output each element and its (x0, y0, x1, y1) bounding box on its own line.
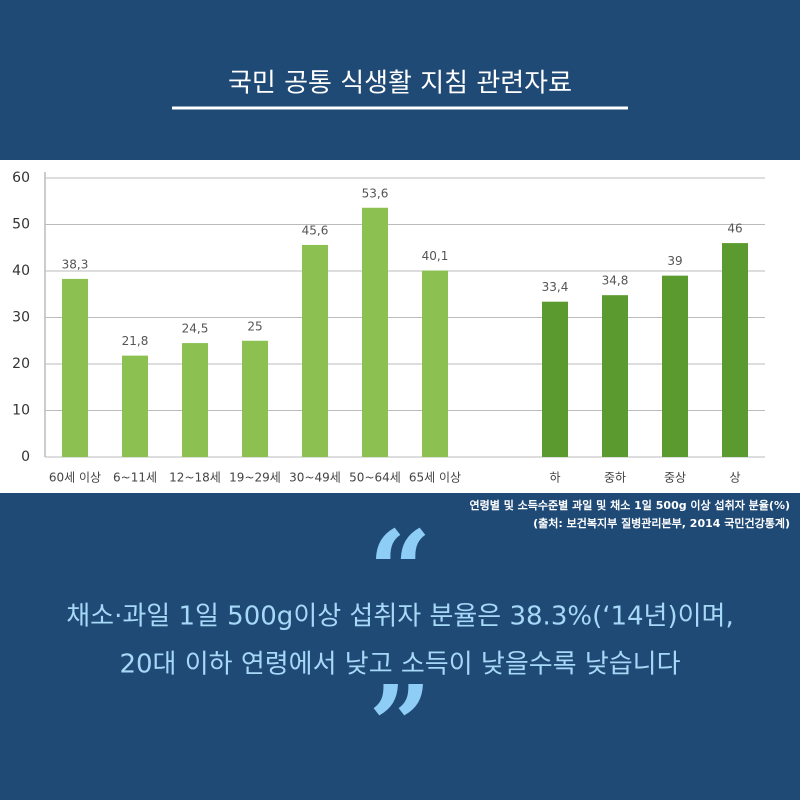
x-tick-label: 50~64세 (349, 471, 401, 485)
bar (122, 355, 148, 457)
quote-line: 20대 이하 연령에서 낮고 소득이 낮을수록 낮습니다 (119, 650, 680, 680)
x-tick-label: 19~29세 (229, 471, 281, 485)
value-label: 39 (667, 254, 682, 268)
bar (182, 343, 208, 457)
value-label: 24,5 (182, 322, 209, 336)
y-tick-label: 60 (12, 170, 30, 186)
value-label: 25 (247, 319, 262, 333)
value-label: 38,3 (62, 257, 89, 271)
quote-line: 채소·과일 1일 500g이상 섭취자 분율은 38.3%(‘14년)이며, (66, 602, 733, 632)
caption: 연령별 및 소득수준별 과일 및 채소 1일 500g 이상 섭취자 분율(%) (470, 498, 791, 512)
bar (362, 207, 388, 457)
title: 국민 공통 식생활 지침 관련자료 (228, 69, 572, 99)
bar (662, 275, 688, 457)
value-label: 40,1 (422, 249, 449, 263)
x-tick-label: 6~11세 (113, 471, 157, 485)
y-tick-label: 20 (12, 356, 30, 372)
x-tick-label: 중하 (604, 471, 626, 485)
x-tick-label: 12~18세 (169, 471, 221, 485)
y-tick-label: 40 (12, 263, 30, 279)
bar (242, 340, 268, 457)
y-tick-label: 50 (12, 217, 30, 233)
x-tick-label: 65세 이상 (409, 471, 461, 485)
bar (602, 295, 628, 457)
y-tick-label: 0 (21, 449, 30, 465)
x-tick-label: 60세 이상 (49, 471, 101, 485)
value-label: 21,8 (122, 334, 149, 348)
value-label: 33,4 (542, 280, 569, 294)
bar (62, 278, 88, 457)
bar (722, 243, 748, 457)
bar (542, 301, 568, 457)
x-tick-label: 하 (549, 471, 560, 485)
value-label: 53,6 (362, 186, 389, 200)
caption-source: (출처: 보건복지부 질병관리본부, 2014 국민건강통계) (533, 516, 790, 530)
y-tick-label: 30 (12, 310, 30, 326)
value-label: 34,8 (602, 274, 629, 288)
x-tick-label: 30~49세 (289, 471, 341, 485)
y-tick-label: 10 (12, 403, 30, 419)
open-quote: “ (368, 506, 431, 635)
bar (302, 244, 328, 457)
close-quote: ” (368, 661, 431, 790)
value-label: 45,6 (302, 223, 329, 237)
x-tick-label: 상 (729, 471, 740, 485)
x-tick-label: 중상 (664, 471, 686, 485)
value-label: 46 (727, 222, 742, 236)
bar (422, 270, 448, 457)
